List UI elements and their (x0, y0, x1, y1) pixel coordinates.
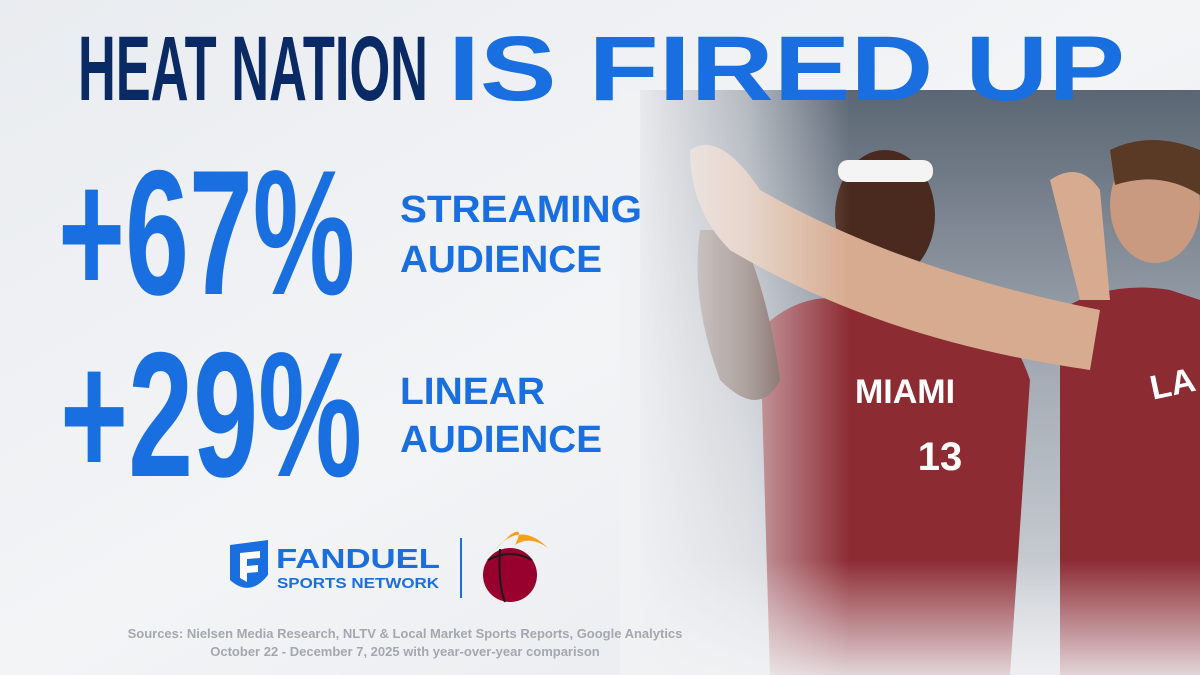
ball (483, 548, 537, 602)
arm (690, 145, 1100, 370)
stat-value: +29% (60, 315, 362, 514)
title-part: HEAT NATION (78, 18, 428, 120)
stat-label: STREAMING (400, 189, 642, 231)
brand-subname: SPORTS NETWORK (277, 575, 439, 592)
title-part: IS FIRED UP (448, 18, 1125, 120)
stat-value: +67% (58, 133, 355, 332)
jersey-number: 13 (918, 435, 963, 479)
flame (495, 531, 548, 550)
ball-seam (487, 553, 533, 561)
jersey-text: MIAMI (855, 373, 955, 411)
brand-name: FANDUEL (276, 543, 440, 574)
stat-label: LINEAR (400, 371, 545, 413)
photo-fade (640, 560, 1200, 675)
sources: October 22 - December 7, 2025 with year-… (210, 644, 600, 659)
arm (1050, 172, 1110, 300)
sources: Sources: Nielsen Media Research, NLTV & … (128, 626, 683, 641)
photo: MIAMI 13 LA (620, 90, 1200, 675)
stat-label: AUDIENCE (400, 419, 602, 461)
ball-seam (498, 548, 506, 603)
brand-mark (240, 551, 260, 582)
brand-shield (230, 540, 268, 588)
hair (1110, 140, 1200, 195)
jersey-text: LA (1147, 361, 1199, 408)
team-logo (483, 531, 548, 603)
stat-label: AUDIENCE (400, 239, 602, 281)
headband (838, 160, 933, 182)
